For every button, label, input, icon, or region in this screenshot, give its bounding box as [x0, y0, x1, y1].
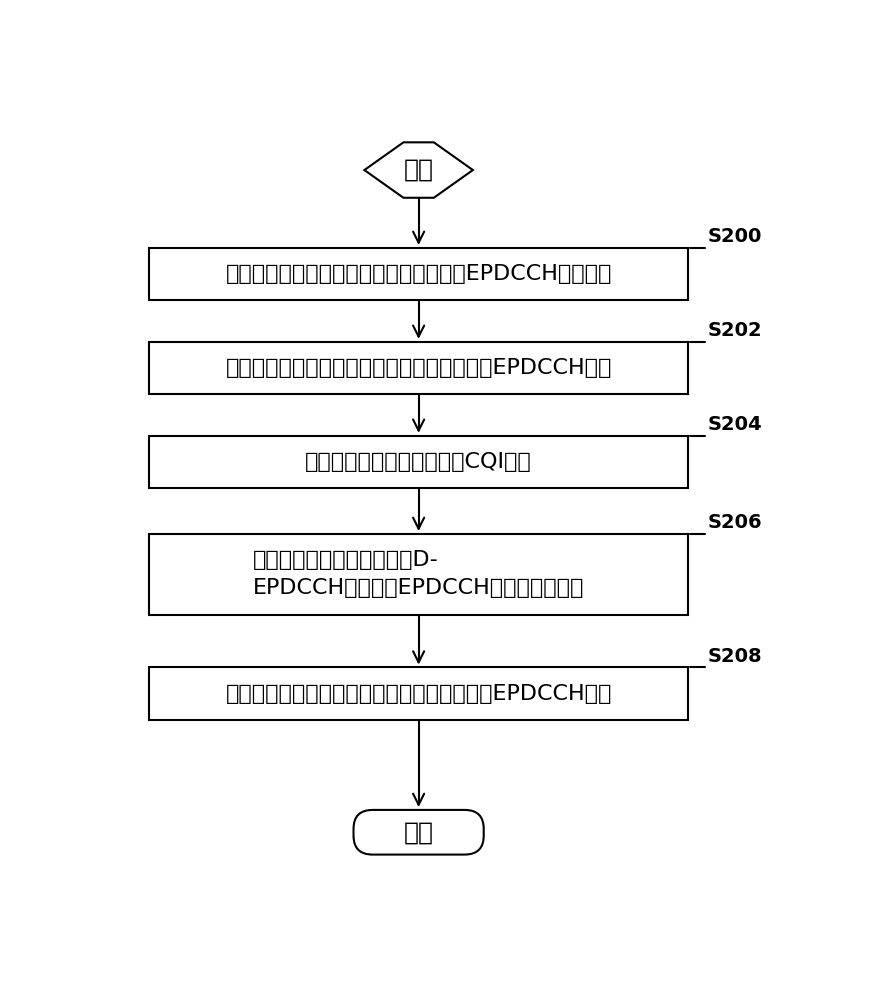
- Bar: [149, 534, 688, 615]
- Text: 向网络侧设备实时上报窄带CQI信息: 向网络侧设备实时上报窄带CQI信息: [305, 452, 532, 472]
- Text: 根据接收到的通知消息接收网络侧设备发送的EPDCCH信息: 根据接收到的通知消息接收网络侧设备发送的EPDCCH信息: [225, 684, 612, 704]
- Bar: [149, 436, 688, 488]
- Text: 开始: 开始: [403, 158, 434, 182]
- Polygon shape: [364, 142, 473, 198]
- Bar: [149, 667, 688, 720]
- Text: S206: S206: [707, 513, 762, 532]
- Text: S200: S200: [707, 227, 762, 246]
- Text: 接收网络侧设备发送的采用D-
EPDCCH机制进行EPDCCH发送的通知消息: 接收网络侧设备发送的采用D- EPDCCH机制进行EPDCCH发送的通知消息: [253, 550, 584, 598]
- Text: 处于连接态的终端设备向网络侧设备上报EPDCCH能力信息: 处于连接态的终端设备向网络侧设备上报EPDCCH能力信息: [225, 264, 612, 284]
- Bar: [149, 248, 688, 300]
- Text: S208: S208: [707, 647, 762, 666]
- Text: 结束: 结束: [403, 820, 434, 844]
- FancyBboxPatch shape: [354, 810, 484, 855]
- Text: 以初始配置的传输方式接收网络侧设备发送的EPDCCH信息: 以初始配置的传输方式接收网络侧设备发送的EPDCCH信息: [225, 358, 612, 378]
- Text: S202: S202: [707, 321, 762, 340]
- Bar: [149, 342, 688, 394]
- Text: S204: S204: [707, 415, 762, 434]
